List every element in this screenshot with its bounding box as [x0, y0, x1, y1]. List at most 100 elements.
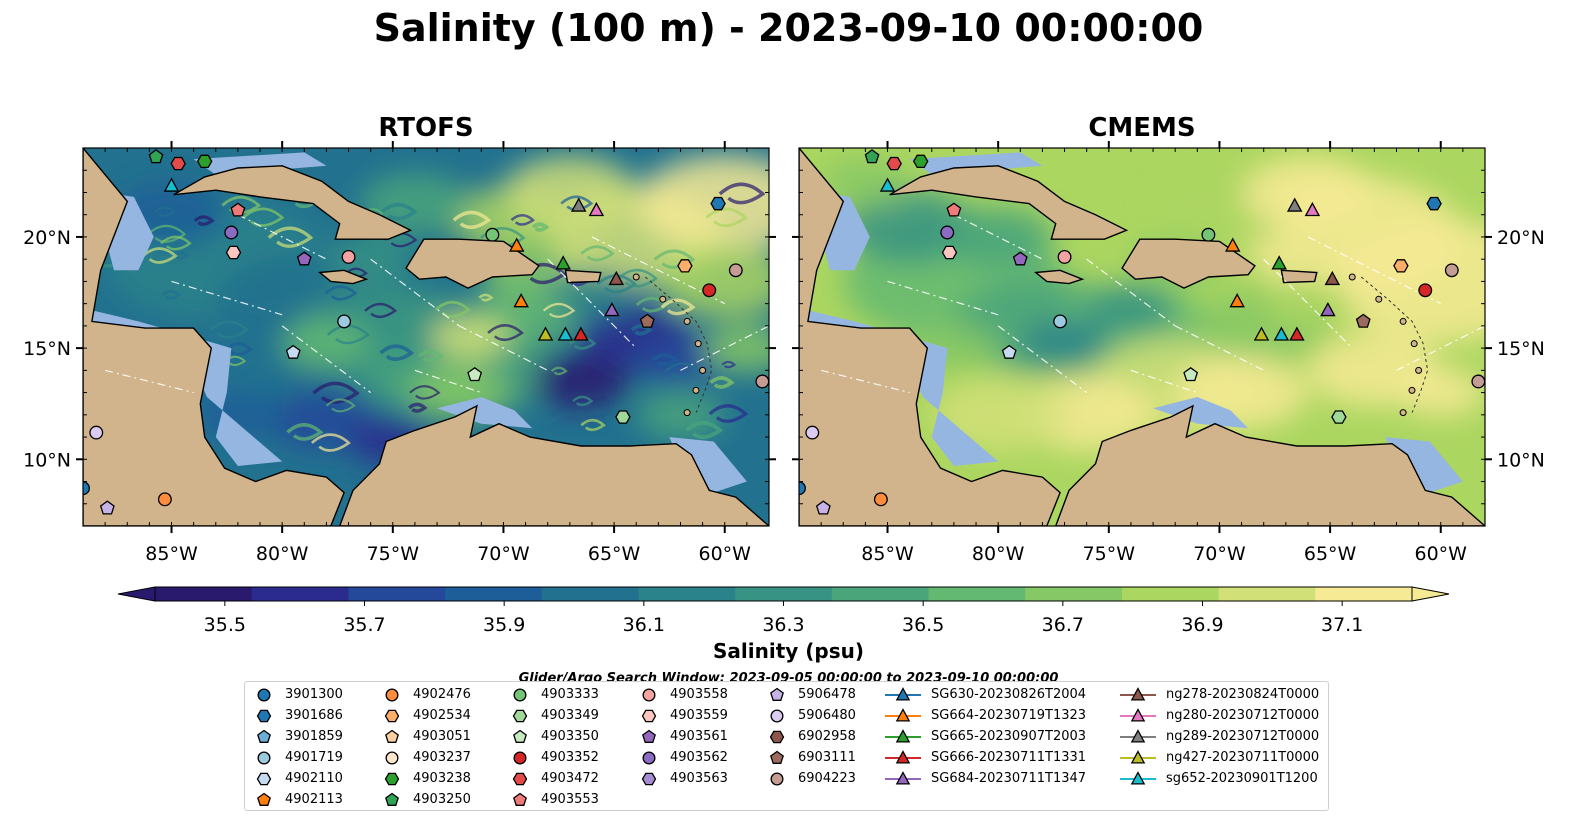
- hexagon-marker-icon: [384, 709, 400, 722]
- hexagon-marker: [912, 154, 929, 169]
- circle-icon: [513, 688, 527, 701]
- triangle-marker-icon: [885, 686, 921, 701]
- triangle-icon: [1130, 770, 1146, 785]
- pentagon-marker: [1355, 313, 1371, 328]
- hexagon-marker: [170, 156, 186, 171]
- legend-label: SG630-20230826T2004: [931, 687, 1087, 702]
- legend-label: ng427-20230711T0000: [1166, 750, 1320, 765]
- triangle-marker: [1253, 326, 1270, 341]
- triangle-marker-icon: [885, 770, 921, 785]
- legend-label: 3901859: [285, 729, 343, 744]
- hexagon-icon: [641, 709, 657, 722]
- legend-item: 5906480: [766, 705, 856, 726]
- triangle-marker: [879, 177, 896, 192]
- lat-tick-label: 10°N: [1497, 449, 1545, 471]
- circle-marker: [805, 425, 820, 440]
- pentagon-marker: [639, 313, 655, 328]
- colorbar-segment: [638, 587, 736, 601]
- legend-item: SG684-20230711T1347: [885, 768, 1086, 789]
- legend-label: SG664-20230719T1323: [931, 708, 1087, 723]
- colorbar-segment: [251, 587, 349, 601]
- hexagon-marker: [941, 245, 958, 260]
- lon-tick-label: 85°W: [861, 543, 914, 565]
- legend-label: sg652-20230901T1200: [1166, 771, 1318, 786]
- legend-label: ng280-20230712T0000: [1166, 708, 1320, 723]
- legend-label: 3901686: [285, 708, 343, 723]
- lat-tick-label: 10°N: [23, 449, 71, 471]
- pentagon-marker-icon: [770, 687, 784, 701]
- triangle-marker: [1229, 293, 1245, 308]
- hexagon-marker-icon: [769, 730, 785, 743]
- triangle-icon: [895, 749, 911, 764]
- colorbar-segment: [1025, 587, 1123, 601]
- triangle-marker: [555, 255, 571, 270]
- colorbar-segment: [1121, 587, 1220, 601]
- legend-label: 4903563: [670, 771, 728, 786]
- triangle-icon: [1130, 686, 1146, 701]
- circle-icon: [642, 751, 656, 764]
- circle-marker-icon: [257, 751, 271, 764]
- legend-label: 4902110: [285, 771, 343, 786]
- colorbar-segment: [831, 587, 930, 601]
- legend-item: sg652-20230901T1200: [1120, 768, 1319, 789]
- figure-title: Salinity (100 m) - 2023-09-10 00:00:00: [373, 6, 1204, 50]
- pentagon-marker: [148, 149, 164, 164]
- legend-item: ng278-20230824T0000: [1120, 684, 1319, 705]
- triangle-icon: [895, 770, 911, 785]
- circle-marker-icon: [385, 751, 399, 764]
- pentagon-icon: [642, 729, 656, 743]
- legend-column: 4903333 4903349 4903350 4903352 4903472 49035…: [509, 684, 599, 810]
- circle-icon: [770, 772, 784, 785]
- lat-tick-label: 20°N: [23, 227, 71, 249]
- legend-item: 4903350: [509, 726, 599, 747]
- triangle-marker: [1273, 326, 1290, 341]
- legend-label: 5906478: [798, 687, 856, 702]
- lon-tick-label: 85°W: [145, 543, 198, 565]
- lon-tick-label: 70°W: [477, 543, 530, 565]
- legend-item: 4903559: [638, 705, 728, 726]
- legend-item: 4903563: [638, 768, 728, 789]
- legend-label: 4902476: [413, 687, 471, 702]
- legend-column: ng278-20230824T0000 ng280-20230712T0000 ng…: [1120, 684, 1319, 789]
- colorbar-segment: [445, 587, 543, 601]
- legend-item: 4903237: [381, 747, 471, 768]
- lon-tick-label: 80°W: [256, 543, 309, 565]
- legend-label: 3901300: [285, 687, 343, 702]
- hexagon-marker-icon: [512, 772, 528, 785]
- circle-icon: [257, 751, 271, 764]
- legend-label: SG666-20230711T1331: [931, 750, 1087, 765]
- triangle-marker-icon: [1120, 707, 1156, 722]
- circle-marker-icon: [770, 772, 784, 785]
- colorbar-tick-label: 35.5: [204, 614, 246, 636]
- pentagon-marker-icon: [513, 729, 527, 743]
- triangle-marker-icon: [885, 728, 921, 743]
- triangle-marker: [1289, 326, 1305, 341]
- hexagon-marker-icon: [256, 772, 272, 785]
- legend: 3901300 3901686 3901859 4901719 4902110 49021…: [244, 681, 1329, 811]
- circle-marker-icon: [770, 709, 784, 722]
- legend-item: 4903561: [638, 726, 728, 747]
- hexagon-marker: [1331, 410, 1347, 424]
- circle-marker: [873, 492, 888, 507]
- circle-icon: [385, 751, 399, 764]
- axis-ticks: 85°W 80°W 75°W 70°W 65°W 60°W 20°N 15°N 10°N 85°W…: [23, 141, 1545, 565]
- hexagon-marker: [1426, 196, 1442, 211]
- legend-item: SG666-20230711T1331: [885, 747, 1086, 768]
- hexagon-icon: [256, 709, 272, 722]
- lon-tick-label: 60°W: [699, 543, 752, 565]
- lon-tick-label: 70°W: [1193, 543, 1246, 565]
- triangle-marker-icon: [1120, 686, 1156, 701]
- hexagon-marker: [677, 259, 693, 273]
- circle-icon: [642, 688, 656, 701]
- legend-item: 4902113: [253, 789, 343, 810]
- legend-label: 4903349: [541, 708, 599, 723]
- circle-marker: [83, 481, 90, 496]
- circle-marker: [224, 225, 239, 240]
- legend-item: 4903472: [509, 768, 599, 789]
- hexagon-marker-icon: [256, 709, 272, 722]
- triangle-marker: [608, 270, 625, 286]
- legend-label: 4901719: [285, 750, 343, 765]
- cmems-panel-title: CMEMS: [1088, 113, 1196, 143]
- triangle-icon: [895, 707, 911, 722]
